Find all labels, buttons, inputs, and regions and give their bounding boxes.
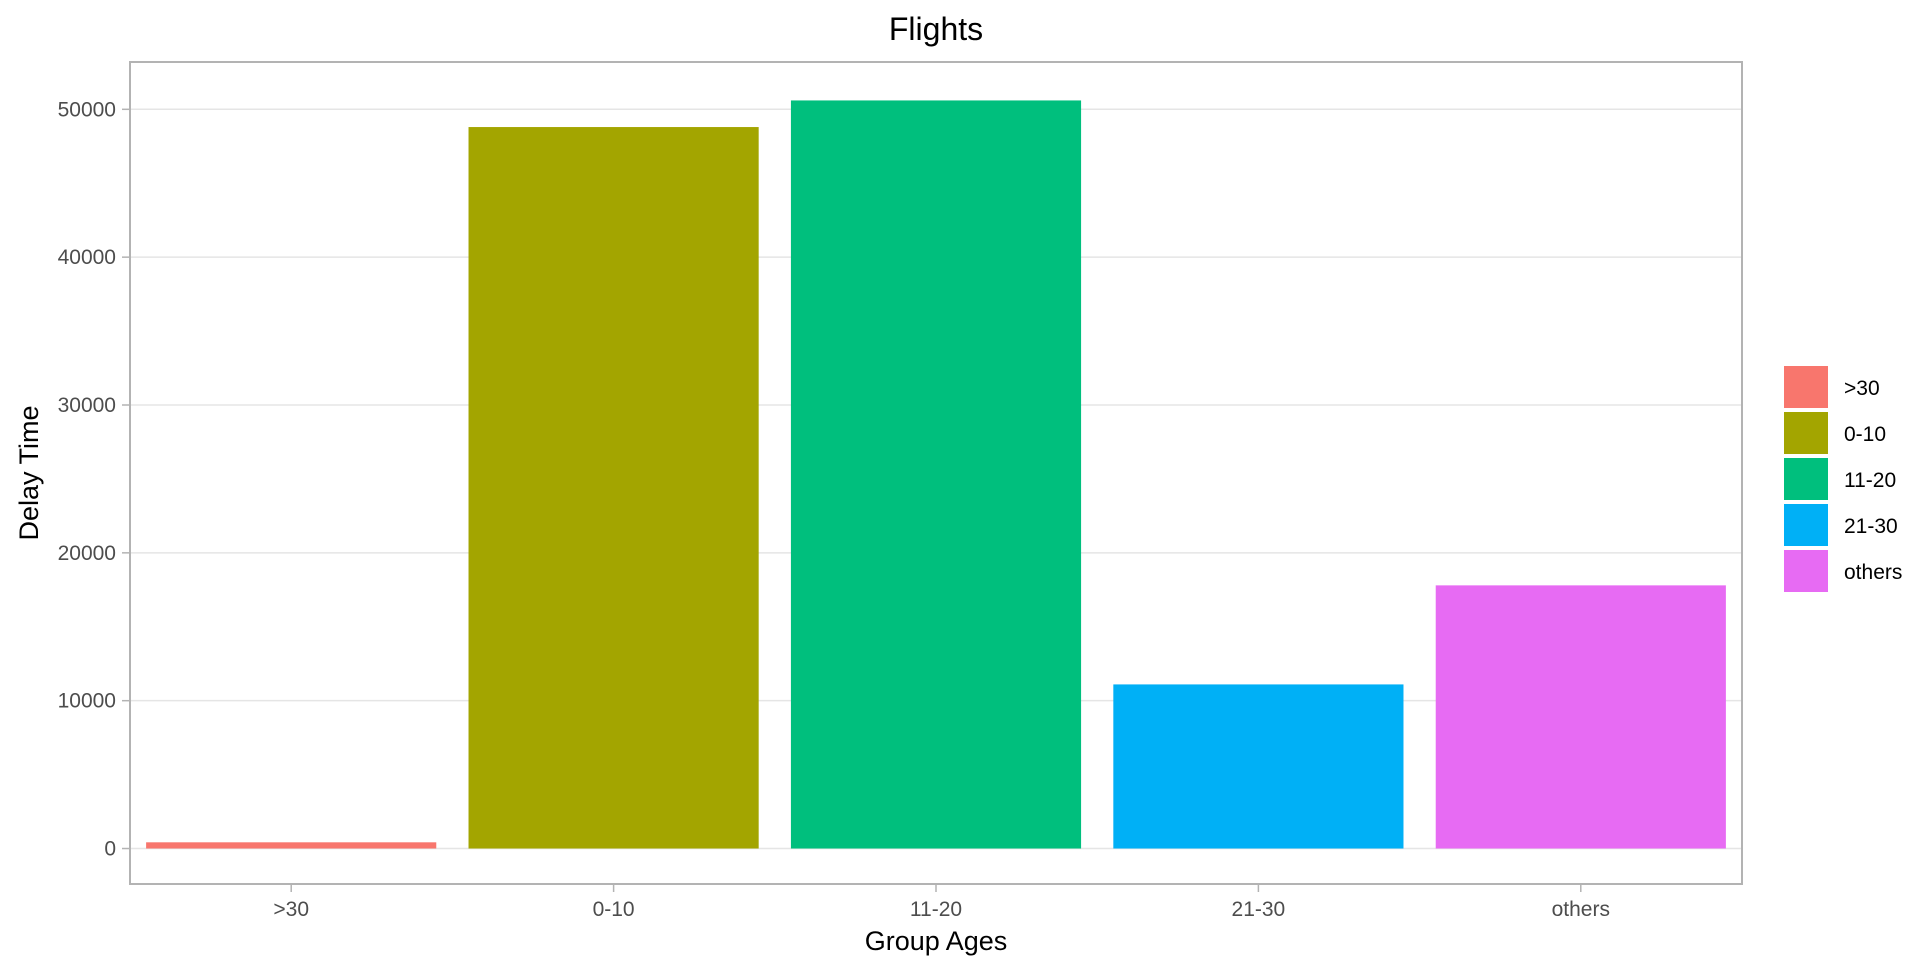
x-tick-label: >30: [273, 898, 309, 921]
y-tick-label: 20000: [58, 542, 116, 565]
legend-key: [1784, 550, 1828, 592]
bar-others: [1435, 585, 1726, 849]
legend-label: 0-10: [1844, 423, 1886, 446]
y-tick-label: 30000: [58, 394, 116, 417]
bar-11-20: [790, 100, 1082, 849]
y-axis: 0 10000 20000 30000 40000 50000: [58, 98, 130, 861]
y-tick-label: 40000: [58, 246, 116, 269]
bar-21-30: [1113, 684, 1404, 849]
bar-0-10: [468, 127, 759, 849]
legend-key: [1784, 412, 1828, 454]
legend-label: 21-30: [1844, 515, 1898, 538]
legend-key: [1784, 458, 1828, 500]
bar-30: [146, 842, 437, 849]
x-tick-label: 11-20: [910, 898, 962, 921]
y-axis-title: Delay Time: [14, 405, 44, 540]
legend-key: [1784, 366, 1828, 408]
x-axis: >30 0-10 11-20 21-30 others: [273, 884, 1610, 921]
legend: >30 0-10 11-20 21-30 others: [1784, 366, 1902, 592]
legend-key: [1784, 504, 1828, 546]
y-tick-label: 50000: [58, 98, 116, 121]
x-tick-label: 21-30: [1232, 898, 1286, 921]
x-axis-title: Group Ages: [865, 926, 1008, 956]
bars: [146, 100, 1726, 849]
chart-title: Flights: [889, 11, 983, 47]
y-tick-label: 10000: [58, 690, 116, 713]
x-tick-label: others: [1552, 898, 1610, 921]
x-tick-label: 0-10: [593, 898, 635, 921]
legend-label: >30: [1844, 377, 1880, 400]
legend-label: 11-20: [1844, 469, 1896, 492]
y-tick-label: 0: [104, 838, 116, 861]
legend-label: others: [1844, 561, 1902, 584]
